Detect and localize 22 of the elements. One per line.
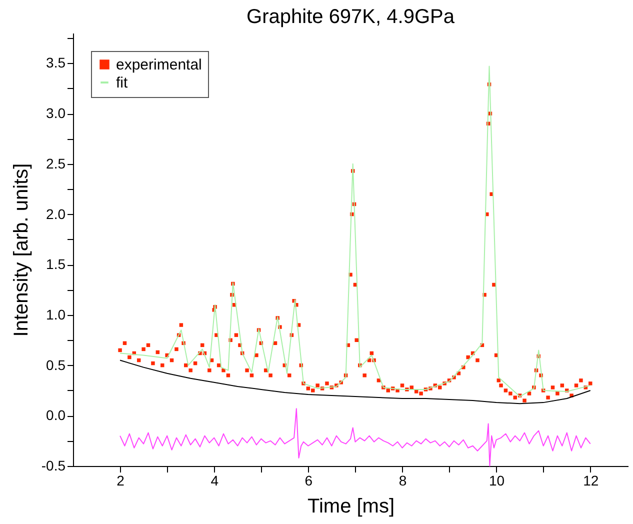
y-tick-label: 1.0 (46, 306, 66, 322)
y-tick-label: -0.5 (41, 458, 66, 474)
y-tick-label: 3.5 (46, 54, 66, 71)
y-tick-label: 2.0 (46, 206, 66, 222)
y-tick-label: 2.5 (46, 155, 66, 172)
chart-title: Graphite 697K, 4.9GPa (246, 6, 456, 28)
line-series (120, 408, 591, 466)
y-tick-label: 3.0 (46, 105, 66, 122)
x-tick-label: 12 (583, 472, 599, 488)
y-tick-label: 0.0 (46, 407, 66, 424)
x-tick-label: 4 (210, 472, 219, 488)
x-tick-label: 8 (398, 472, 407, 488)
y-tick-label: 0.5 (46, 356, 66, 373)
y-tick-label: 1.5 (46, 256, 66, 272)
y-axis-title: Intensity [arb. units] (10, 163, 32, 337)
line-series (120, 360, 591, 404)
x-tick-label: 2 (116, 472, 125, 488)
legend-label: experimental (116, 56, 202, 74)
x-axis-title: Time [ms] (307, 496, 395, 518)
x-tick-label: 6 (304, 472, 313, 488)
legend-label: fit (116, 74, 128, 92)
x-tick-label: 10 (489, 472, 505, 488)
